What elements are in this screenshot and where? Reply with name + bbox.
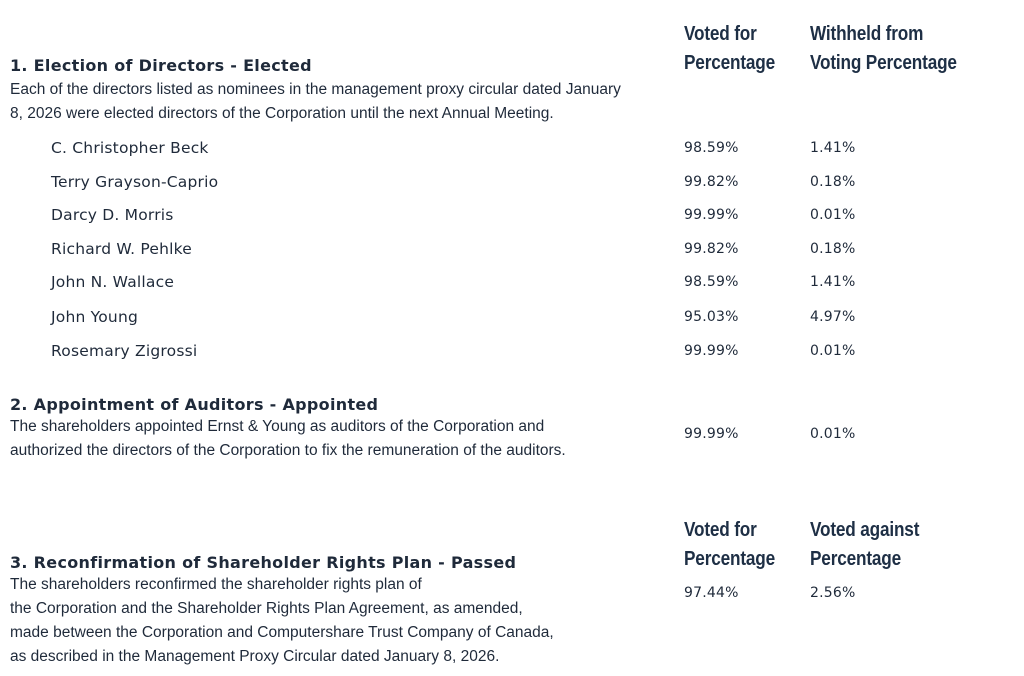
voted-for-value: 99.99% [684, 426, 739, 442]
withheld-value: 0.18% [810, 174, 856, 190]
withheld-value: 1.41% [810, 274, 856, 290]
header-line: Voted against [810, 519, 920, 541]
header-line: Voting Percentage [810, 52, 957, 74]
description-line: made between the Corporation and Compute… [10, 624, 554, 641]
director-name: Terry Grayson-Caprio [51, 173, 219, 191]
section-2-description: The shareholders appointed Ernst & Young… [10, 415, 566, 463]
description-line: authorized the directors of the Corporat… [10, 442, 566, 459]
section-2-title: 2. Appointment of Auditors - Appointed [10, 395, 379, 414]
voted-for-value: 99.82% [684, 174, 739, 190]
section-1-description: Each of the directors listed as nominees… [10, 78, 621, 126]
header-line: Percentage [684, 548, 776, 570]
voted-for-value: 98.59% [684, 274, 739, 290]
voted-for-header: Voted for Percentage [684, 20, 775, 78]
section-1-title: 1. Election of Directors - Elected [10, 56, 312, 75]
withheld-value: 4.97% [810, 309, 856, 325]
voted-against-value: 2.56% [810, 585, 856, 601]
description-line: the Corporation and the Shareholder Righ… [10, 600, 523, 617]
withheld-value: 0.01% [810, 343, 856, 359]
director-name: Darcy D. Morris [51, 206, 174, 224]
section-3-title: 3. Reconfirmation of Shareholder Rights … [10, 553, 517, 572]
header-line: Percentage [810, 548, 902, 570]
director-name: C. Christopher Beck [51, 139, 209, 157]
description-line: 8, 2026 were elected directors of the Co… [10, 105, 554, 122]
header-line: Withheld from [810, 23, 924, 45]
description-line: Each of the directors listed as nominees… [10, 81, 621, 98]
section-3-description: The shareholders reconfirmed the shareho… [10, 573, 554, 669]
voted-for-value: 95.03% [684, 309, 739, 325]
header-line: Voted for [684, 23, 757, 45]
voted-for-value: 99.99% [684, 207, 739, 223]
description-line: The shareholders appointed Ernst & Young… [10, 418, 545, 435]
director-name: John Young [51, 308, 139, 326]
withheld-value: 0.18% [810, 241, 856, 257]
director-name: Richard W. Pehlke [51, 240, 193, 258]
withheld-header: Withheld from Voting Percentage [810, 20, 957, 78]
withheld-value: 0.01% [810, 426, 856, 442]
withheld-value: 0.01% [810, 207, 856, 223]
header-line: Voted for [684, 519, 757, 541]
director-name: John N. Wallace [51, 273, 175, 291]
voted-against-header: Voted against Percentage [810, 516, 919, 574]
description-line: as described in the Management Proxy Cir… [10, 648, 500, 665]
description-line: The shareholders reconfirmed the shareho… [10, 576, 422, 593]
voted-for-value: 97.44% [684, 585, 739, 601]
voted-for-value: 99.99% [684, 343, 739, 359]
director-name: Rosemary Zigrossi [51, 342, 198, 360]
voted-for-value: 98.59% [684, 140, 739, 156]
voted-for-value: 99.82% [684, 241, 739, 257]
voted-for-header: Voted for Percentage [684, 516, 775, 574]
withheld-value: 1.41% [810, 140, 856, 156]
header-line: Percentage [684, 52, 776, 74]
